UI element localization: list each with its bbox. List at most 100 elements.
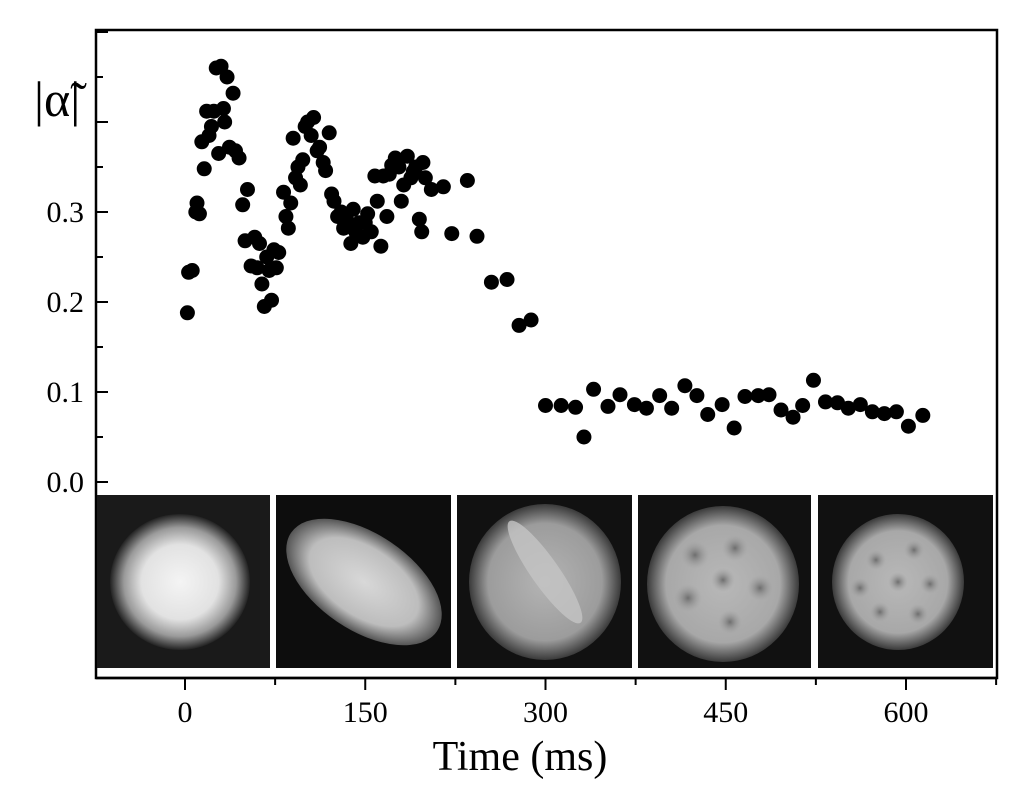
data-point (391, 159, 407, 175)
data-point (312, 139, 328, 155)
data-point (252, 236, 268, 251)
data-point (714, 397, 730, 413)
data-point (444, 226, 460, 242)
y-tick-label: 0.3 (47, 196, 85, 229)
data-point (306, 110, 322, 125)
data-point (283, 195, 299, 211)
data-point (203, 119, 219, 134)
data-point (211, 146, 227, 161)
data-point (184, 263, 200, 278)
y-tick-label: 0.1 (47, 376, 85, 409)
data-point (469, 228, 485, 244)
data-point (737, 389, 753, 404)
data-point (423, 182, 439, 197)
data-point (268, 260, 284, 276)
data-point (840, 400, 856, 416)
data-point (483, 274, 499, 290)
data-point (600, 398, 616, 414)
data-point (264, 292, 280, 308)
data-point (864, 404, 880, 420)
data-point (915, 407, 931, 423)
data-point (254, 276, 270, 292)
inset-image-elongated (276, 495, 451, 668)
data-point (414, 224, 430, 240)
data-point (888, 404, 904, 420)
data-point (612, 387, 628, 403)
data-point (689, 388, 705, 404)
data-point (239, 182, 255, 197)
data-point (852, 397, 868, 413)
data-point (219, 69, 235, 85)
data-point (363, 224, 379, 240)
data-point (196, 161, 212, 177)
data-point (280, 220, 296, 236)
data-point (586, 381, 602, 397)
data-point (217, 114, 233, 130)
inset-image-vortices-forming (638, 495, 811, 668)
data-point (411, 211, 427, 227)
data-point (360, 206, 376, 222)
data-point (303, 128, 319, 143)
y-axis-title: |α̃| (34, 71, 87, 127)
data-point (435, 179, 451, 195)
data-point (726, 420, 742, 436)
data-point (276, 184, 292, 200)
data-point (876, 406, 892, 422)
data-point (499, 272, 515, 287)
data-point (523, 312, 539, 328)
data-point (235, 197, 251, 213)
data-points (179, 58, 931, 445)
data-point (373, 238, 389, 254)
x-axis-title: Time (ms) (433, 734, 608, 780)
data-point (459, 173, 475, 188)
data-point (417, 170, 433, 186)
y-axis-ticks: 0.0 0.1 0.2 0.3 (47, 31, 108, 499)
data-point (321, 125, 337, 141)
data-point (773, 402, 789, 418)
data-point (393, 193, 409, 209)
data-point (399, 148, 415, 164)
data-point (805, 372, 821, 388)
x-tick-label: 600 (884, 696, 929, 729)
data-point (231, 150, 247, 166)
data-point (664, 400, 680, 416)
x-tick-label: 0 (178, 696, 193, 729)
y-tick-label: 0.2 (47, 286, 85, 319)
x-tick-label: 450 (703, 696, 748, 729)
x-tick-label: 300 (523, 696, 568, 729)
data-point (326, 193, 342, 209)
data-point (292, 177, 308, 193)
data-point (576, 429, 592, 445)
data-point (900, 418, 916, 434)
data-point (415, 155, 431, 170)
data-point (278, 209, 294, 224)
data-point (785, 409, 801, 425)
data-point (318, 163, 334, 179)
inset-image-round (97, 495, 270, 668)
data-point (817, 394, 833, 410)
data-point (369, 193, 385, 209)
data-point (511, 317, 527, 333)
data-point (339, 213, 355, 229)
data-point (249, 260, 265, 276)
data-point (638, 400, 654, 416)
data-point (553, 398, 569, 413)
data-point (700, 407, 716, 422)
data-point (568, 399, 584, 415)
data-point (750, 388, 766, 404)
data-point (761, 387, 777, 403)
data-point (215, 101, 231, 116)
data-point (225, 85, 241, 101)
data-point (538, 398, 553, 413)
data-point (295, 152, 311, 168)
data-point (271, 245, 287, 260)
x-tick-label: 150 (343, 696, 388, 729)
inset-image-vortex-lattice (818, 495, 993, 668)
data-point (179, 305, 195, 321)
inset-image-stripe (457, 495, 632, 668)
inset-image-strip (97, 495, 993, 668)
data-point (795, 398, 811, 413)
data-point (652, 388, 668, 404)
data-point (343, 236, 359, 251)
